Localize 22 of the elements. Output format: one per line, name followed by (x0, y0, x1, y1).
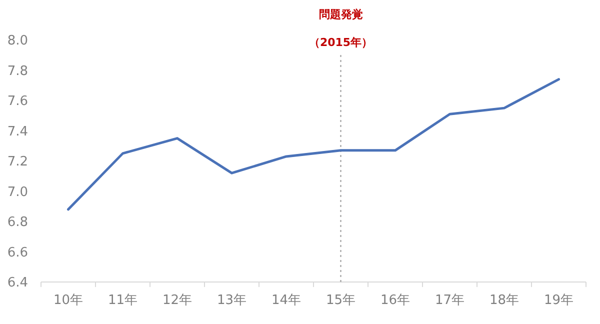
y-tick-label: 6.8 (7, 215, 28, 230)
x-tick-label: 13年 (216, 293, 247, 308)
y-tick-label: 8.0 (7, 34, 28, 49)
x-tick-label: 15年 (326, 293, 356, 308)
x-tick-label: 19年 (544, 293, 574, 308)
y-tick-label: 7.4 (7, 124, 28, 140)
x-tick-label: 10年 (53, 293, 84, 308)
y-tick-label: 6.6 (7, 245, 28, 260)
x-tick-label: 14年 (271, 293, 302, 308)
x-tick-label: 11年 (108, 293, 138, 308)
line-series (67, 78, 560, 211)
ref-line-label: （2015年） (308, 36, 373, 49)
x-tick-label: 18年 (489, 293, 520, 308)
text: 問題発覚 (318, 8, 363, 21)
y-tick-label: 7.2 (7, 154, 28, 170)
y-tick-label: 6.4 (7, 276, 28, 291)
x-tick-label: 16年 (380, 293, 410, 308)
x-tick-label: 12年 (162, 293, 192, 308)
y-tick-label: 7.8 (7, 64, 28, 79)
y-tick-label: 7.0 (7, 184, 28, 200)
x-tick-label: 17年 (434, 293, 465, 308)
y-tick-label: 7.6 (7, 94, 28, 110)
